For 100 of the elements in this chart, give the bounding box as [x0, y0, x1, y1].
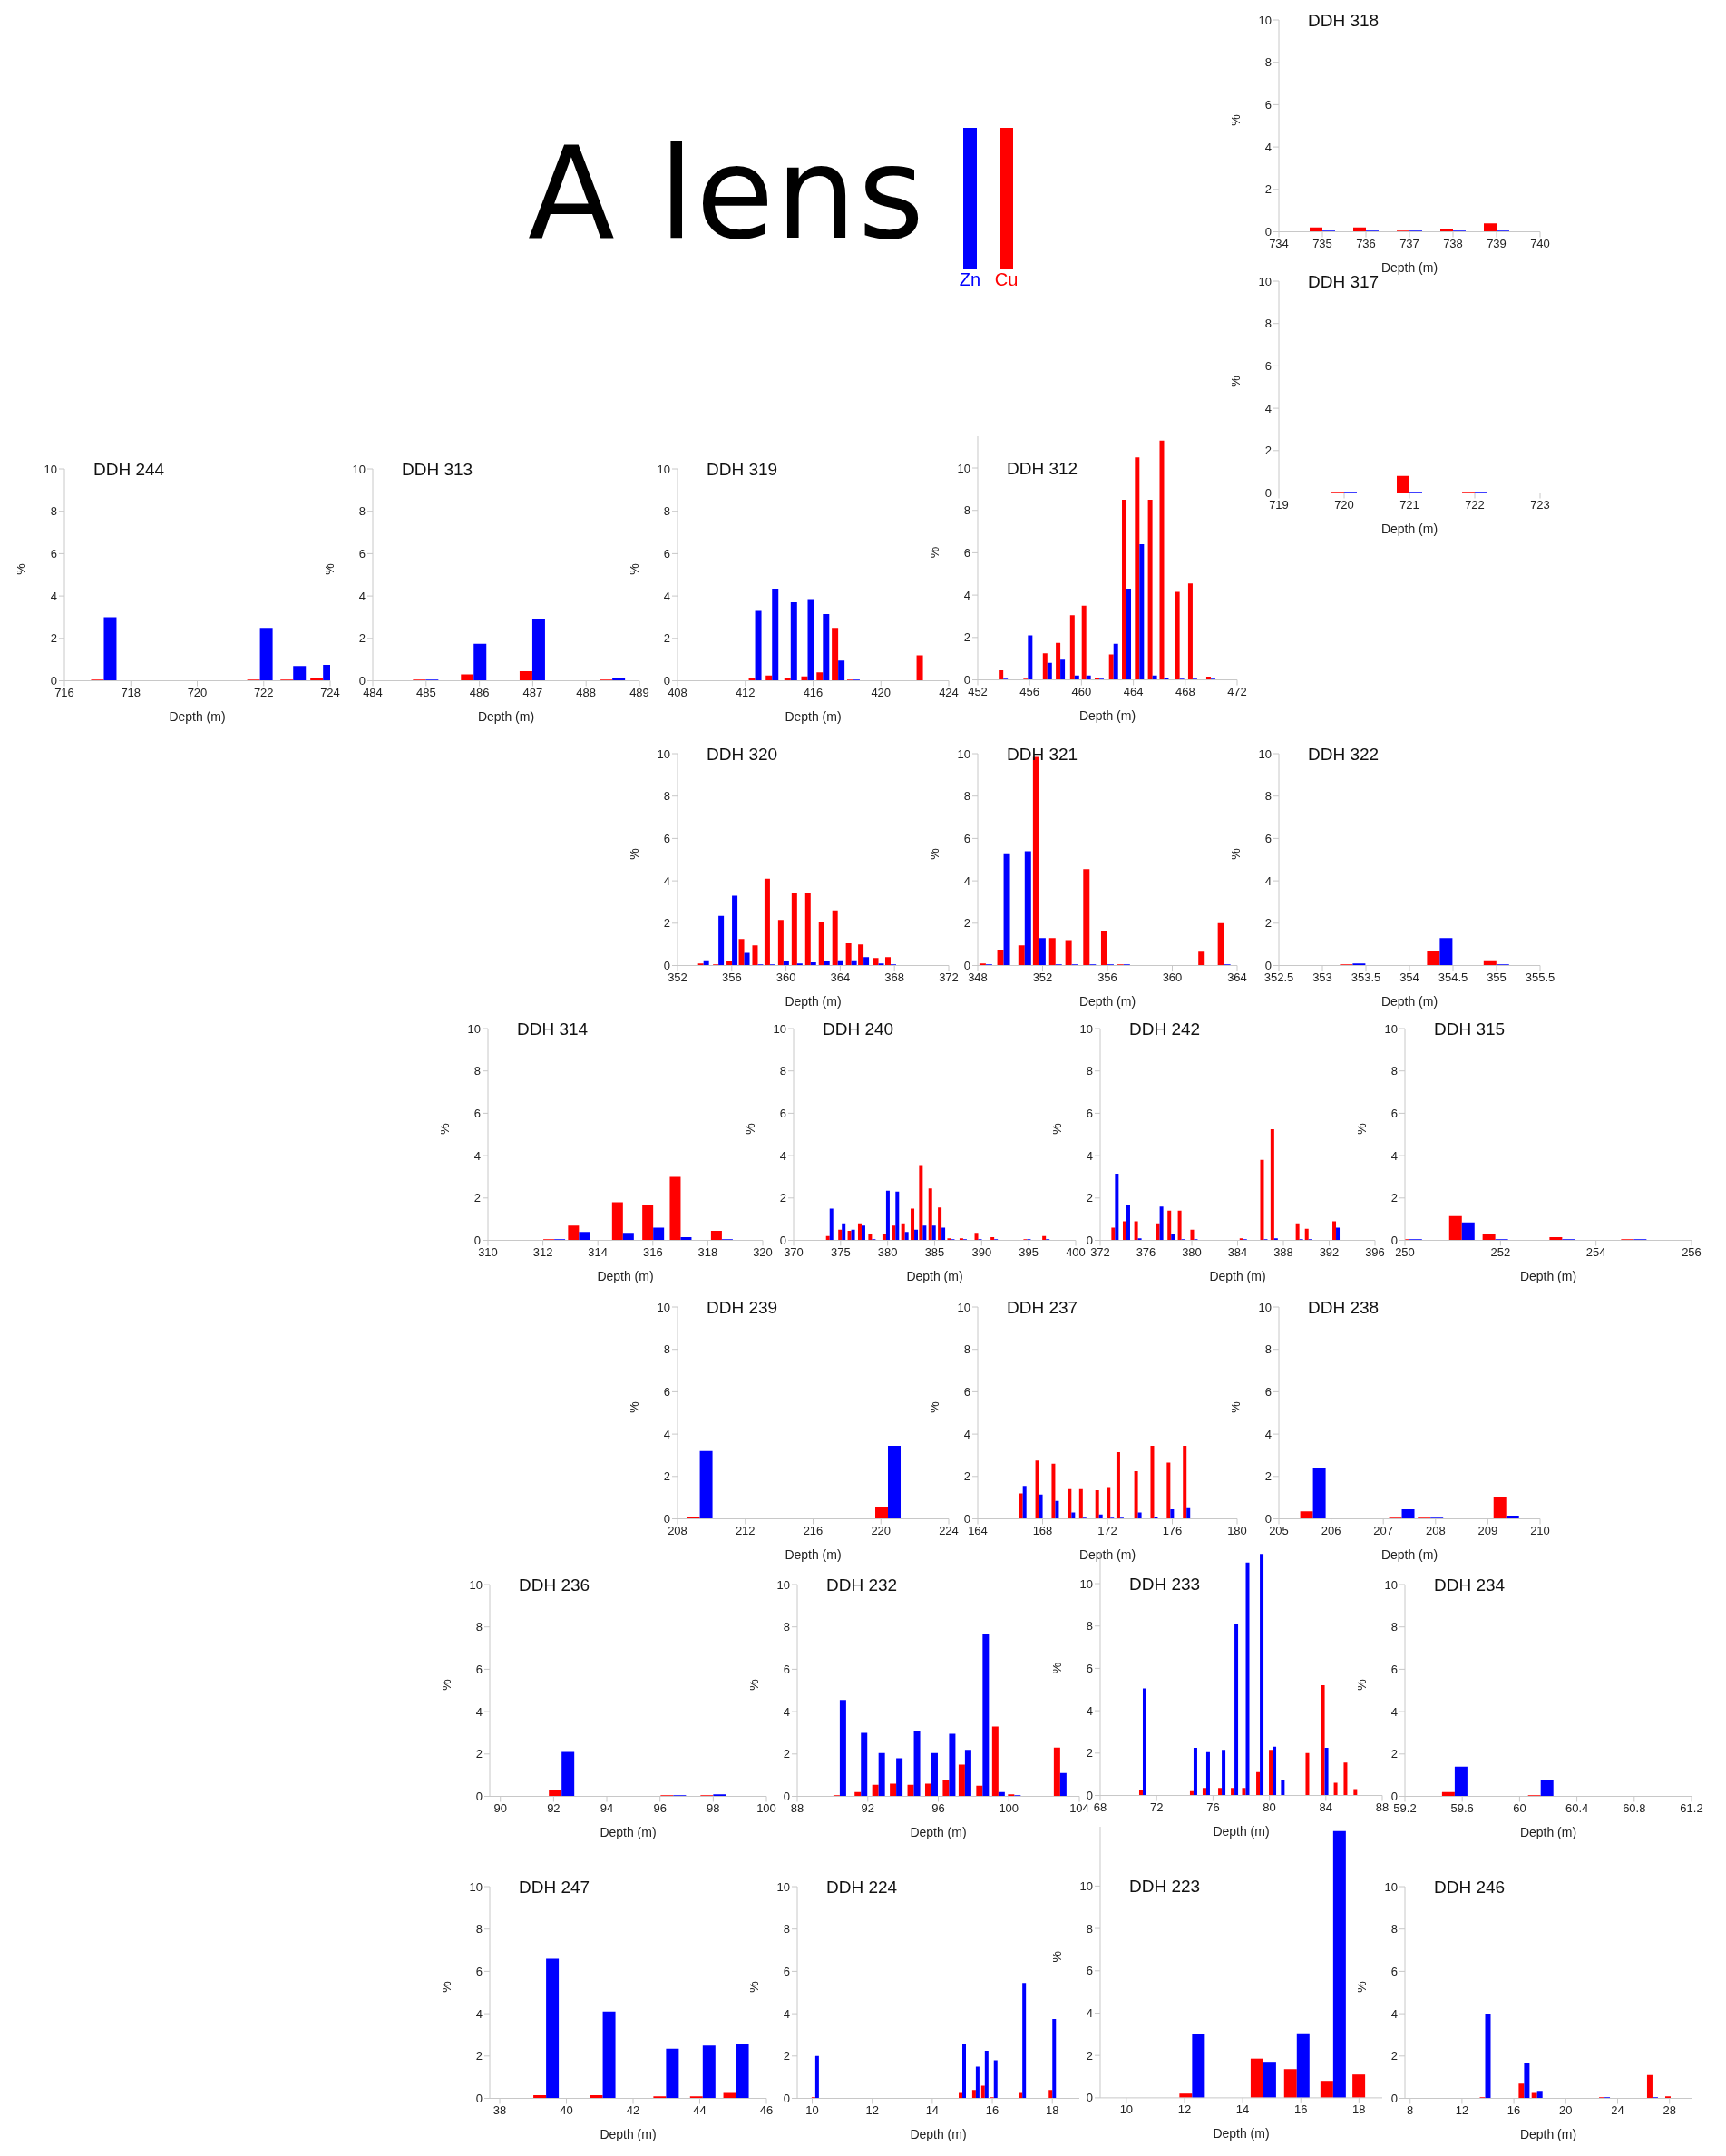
- x-tick-label: 92: [547, 1800, 561, 1815]
- x-tick-label: 392: [1319, 1244, 1340, 1259]
- y-tick-label: 10: [773, 1021, 786, 1036]
- y-tick-label: 2: [1390, 2048, 1398, 2063]
- x-tick-label: 396: [1365, 1244, 1385, 1259]
- x-tick-label: 176: [1162, 1523, 1183, 1537]
- y-tick-label: 4: [1264, 140, 1272, 154]
- x-tick-label: 464: [1123, 685, 1144, 699]
- y-axis-title: %: [436, 1122, 452, 1135]
- x-tick-label: 16: [985, 2102, 1000, 2117]
- y-tick-label: 0: [1264, 1511, 1272, 1526]
- x-tick-label: 740: [1530, 236, 1550, 250]
- y-tick-label: 4: [779, 1148, 786, 1163]
- chart-title: DDH 246: [1434, 1877, 1506, 1897]
- x-tick-label: 20: [1559, 2102, 1573, 2117]
- y-tick-label: 2: [663, 1468, 670, 1483]
- x-tick-label: 42: [626, 2102, 640, 2117]
- y-axis-title: %: [626, 562, 641, 575]
- x-tick-label: 94: [600, 1800, 614, 1815]
- x-tick-label: 16: [1507, 2102, 1521, 2117]
- chart-title: DDH 240: [823, 1019, 894, 1039]
- x-axis-title: Depth (m): [1078, 1546, 1136, 1561]
- y-tick-label: 2: [358, 630, 366, 645]
- x-tick-label: 376: [1136, 1244, 1156, 1259]
- y-tick-label: 0: [358, 673, 366, 688]
- y-tick-label: 6: [1390, 1106, 1398, 1120]
- y-tick-label: 4: [1264, 1427, 1272, 1441]
- x-tick-label: 416: [803, 685, 824, 699]
- x-tick-label: 224: [939, 1523, 959, 1537]
- y-tick-label: 0: [963, 958, 970, 972]
- x-tick-label: 385: [924, 1244, 945, 1259]
- y-tick-label: 2: [1390, 1190, 1398, 1205]
- x-tick-label: 206: [1321, 1523, 1341, 1537]
- y-tick-label: 0: [1264, 958, 1272, 972]
- text: A lens: [527, 119, 927, 269]
- y-tick-label: 8: [783, 1619, 790, 1634]
- text: Cu: [994, 269, 1019, 289]
- y-tick-label: 2: [1264, 181, 1272, 196]
- x-tick-label: 46: [759, 2102, 774, 2117]
- x-tick-label: 412: [735, 685, 756, 699]
- x-tick-label: 472: [1227, 685, 1247, 699]
- x-tick-label: 353: [1312, 970, 1332, 984]
- x-axis-title: Depth (m): [1519, 2126, 1577, 2141]
- x-tick-label: 44: [693, 2102, 707, 2117]
- y-axis-title: %: [438, 1980, 453, 1993]
- x-tick-label: 468: [1175, 685, 1195, 699]
- y-tick-label: 8: [783, 1921, 790, 1936]
- x-tick-label: 395: [1019, 1244, 1039, 1259]
- y-tick-label: 2: [50, 630, 57, 645]
- y-tick-label: 4: [783, 2006, 790, 2021]
- y-tick-label: 4: [475, 2006, 483, 2021]
- x-tick-label: 18: [1045, 2102, 1059, 2117]
- x-axis-title: Depth (m): [906, 1268, 963, 1283]
- x-tick-label: 718: [121, 685, 141, 699]
- x-tick-label: 719: [1269, 497, 1289, 512]
- x-axis-title: Depth (m): [1380, 259, 1438, 274]
- x-tick-label: 250: [1395, 1244, 1415, 1259]
- x-tick-label: 720: [187, 685, 208, 699]
- text: Zn: [959, 269, 981, 289]
- y-tick-label: 10: [776, 1879, 790, 1894]
- chart-title: DDH 237: [1007, 1297, 1078, 1318]
- y-axis-title: %: [926, 547, 941, 559]
- y-tick-label: 0: [963, 673, 970, 688]
- x-tick-label: 60.4: [1565, 1800, 1589, 1815]
- x-tick-label: 172: [1097, 1523, 1117, 1537]
- y-tick-label: 2: [963, 630, 970, 645]
- x-axis-title: Depth (m): [1213, 2125, 1270, 2141]
- y-tick-label: 4: [1264, 401, 1272, 415]
- x-axis-title: Depth (m): [1519, 1824, 1577, 1839]
- x-tick-label: 352.5: [1263, 970, 1294, 984]
- x-tick-label: 364: [1227, 970, 1247, 984]
- y-axis-title: %: [1353, 1980, 1369, 1993]
- x-tick-label: 484: [363, 685, 383, 699]
- x-tick-label: 61.2: [1680, 1800, 1703, 1815]
- x-tick-label: 354: [1399, 970, 1419, 984]
- y-tick-label: 10: [44, 462, 57, 476]
- x-tick-label: 210: [1530, 1523, 1550, 1537]
- x-axis-title: Depth (m): [600, 1824, 657, 1839]
- y-tick-label: 2: [1086, 1746, 1093, 1761]
- x-tick-label: 205: [1269, 1523, 1289, 1537]
- y-tick-label: 0: [783, 1789, 790, 1803]
- x-tick-label: 208: [1425, 1523, 1446, 1537]
- x-tick-label: 720: [1334, 497, 1354, 512]
- x-tick-label: 208: [668, 1523, 687, 1537]
- y-axis-title: %: [626, 1400, 641, 1413]
- y-tick-label: 4: [1390, 2006, 1398, 2021]
- chart-title: DDH 244: [93, 459, 165, 480]
- y-tick-label: 8: [1086, 1063, 1093, 1078]
- y-tick-label: 0: [963, 1511, 970, 1526]
- chart-title: DDH 224: [826, 1877, 898, 1897]
- x-tick-label: 92: [861, 1800, 874, 1815]
- x-tick-label: 59.2: [1393, 1800, 1417, 1815]
- chart-title: DDH 320: [707, 744, 778, 765]
- x-axis-title: Depth (m): [600, 2126, 657, 2141]
- x-axis-title: Depth (m): [169, 708, 226, 723]
- y-tick-label: 10: [352, 462, 366, 476]
- y-tick-label: 4: [1086, 1148, 1093, 1163]
- x-tick-label: 356: [1097, 970, 1117, 984]
- y-tick-label: 8: [1264, 1341, 1272, 1356]
- x-tick-label: 212: [735, 1523, 756, 1537]
